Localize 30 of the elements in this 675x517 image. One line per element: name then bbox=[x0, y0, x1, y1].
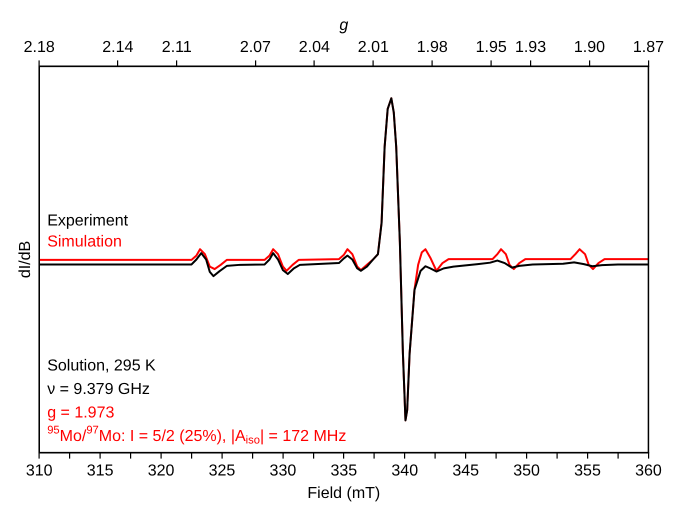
y-axis-title: dI/dB bbox=[17, 240, 34, 278]
x-tick-label: 350 bbox=[513, 462, 540, 480]
x-tick-label: 325 bbox=[208, 462, 236, 480]
x2-tick-label: 2.18 bbox=[24, 39, 55, 56]
x-axis-title: Field (mT) bbox=[307, 484, 380, 502]
x-tick-label: 355 bbox=[574, 462, 601, 480]
x2-tick-label: 2.01 bbox=[358, 39, 389, 56]
x2-tick-label: 2.14 bbox=[102, 39, 134, 56]
x2-tick-label: 1.87 bbox=[632, 39, 664, 56]
x2-tick-label: 2.04 bbox=[298, 39, 330, 56]
annotation: g = 1.973 bbox=[47, 404, 114, 422]
text: Experiment bbox=[47, 212, 129, 230]
x-tick-label: 340 bbox=[391, 462, 418, 480]
annotation: Solution, 295 K bbox=[47, 358, 156, 375]
x2-tick-label: 1.93 bbox=[514, 39, 546, 56]
x2-tick-label: 1.98 bbox=[416, 39, 448, 56]
x-tick-label: 330 bbox=[270, 462, 296, 480]
x-tick-label: 360 bbox=[635, 462, 662, 480]
series-label: Simulation bbox=[47, 233, 122, 250]
x2-axis-title: g bbox=[339, 17, 348, 34]
x2-tick-label: 2.07 bbox=[240, 39, 272, 56]
x-tick-label: 320 bbox=[148, 462, 174, 480]
x-tick-label: 315 bbox=[86, 462, 114, 480]
x2-tick-label: 2.11 bbox=[162, 39, 192, 56]
x2-tick-label: 1.95 bbox=[476, 39, 507, 56]
x-tick-label: 335 bbox=[330, 462, 358, 480]
x2-tick-label: 1.90 bbox=[574, 39, 606, 56]
annotation: ν = 9.379 GHz bbox=[47, 381, 150, 398]
x-tick-label: 310 bbox=[26, 462, 53, 480]
x-tick-label: 345 bbox=[452, 462, 480, 480]
